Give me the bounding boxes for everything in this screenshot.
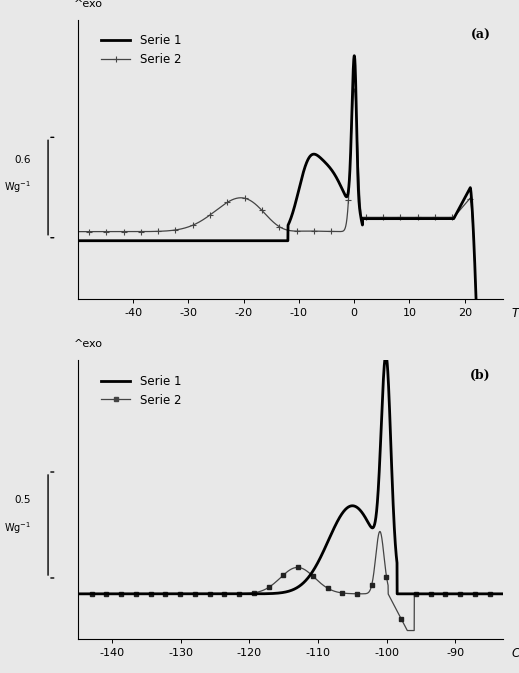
- Text: (b): (b): [470, 369, 490, 382]
- Text: (a): (a): [471, 28, 490, 42]
- Text: C: C: [512, 647, 519, 660]
- Text: Wg$^{-1}$: Wg$^{-1}$: [4, 180, 31, 195]
- Legend: Serie 1, Serie 2: Serie 1, Serie 2: [101, 34, 181, 67]
- Text: ^exo: ^exo: [74, 0, 103, 9]
- Text: 0.5: 0.5: [15, 495, 31, 505]
- Text: T: T: [512, 306, 519, 320]
- Text: Wg$^{-1}$: Wg$^{-1}$: [4, 520, 31, 536]
- Legend: Serie 1, Serie 2: Serie 1, Serie 2: [101, 375, 181, 406]
- Text: 0.6: 0.6: [15, 155, 31, 165]
- Text: ^exo: ^exo: [74, 339, 103, 349]
